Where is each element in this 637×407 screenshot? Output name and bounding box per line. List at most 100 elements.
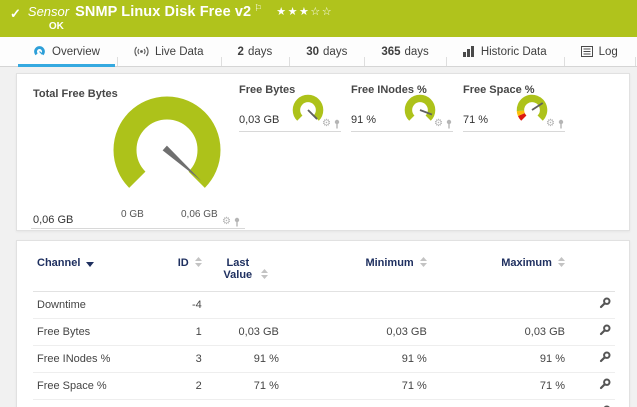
gauge-icon	[33, 45, 46, 58]
channel-maximum: 91 %	[430, 345, 569, 373]
gauge-needle	[162, 145, 202, 181]
table-row-total-free-bytes: Total Free Bytes 0 0,06 GB 0,06 GB 0,06 …	[33, 399, 615, 407]
sort-icon	[194, 257, 202, 267]
gauge-scale-max: 0,06 GB	[181, 209, 218, 220]
channel-name: Free Space %	[33, 372, 167, 400]
channel-minimum: 0,03 GB	[282, 318, 431, 346]
channel-id: 2	[166, 372, 206, 400]
sort-icon	[419, 257, 427, 267]
free-inodes-gauge	[404, 94, 436, 121]
sensor-status-bar: ✓ Sensor SNMP Linux Disk Free v2 ⚐ ★★★☆☆…	[0, 0, 637, 37]
free-inodes-gauge-tile: Free INodes % 91 % ⚙	[351, 82, 453, 132]
column-header-maximum[interactable]: Maximum	[430, 253, 569, 292]
channel-maximum: 0,06 GB	[430, 399, 569, 407]
channel-id: 0	[166, 399, 206, 407]
gear-icon[interactable]: ⚙	[222, 216, 231, 227]
channel-minimum: 91 %	[282, 345, 431, 373]
channel-maximum: 0,03 GB	[430, 318, 569, 346]
flag-icon[interactable]: ⚐	[254, 3, 263, 13]
channel-name: Downtime	[33, 291, 167, 319]
tab-30-days[interactable]: 30 days	[289, 37, 364, 66]
channel-settings-wrench-icon[interactable]	[599, 324, 611, 336]
tab-log[interactable]: Log	[563, 37, 635, 66]
channel-last-value: 71 %	[205, 372, 283, 400]
gauge-value: 0,03 GB	[239, 114, 280, 126]
column-header-channel[interactable]: Channel	[33, 253, 167, 292]
gauges-panel: Total Free Bytes 0 GB 0,06 GB 0,06 GB ⚙ …	[16, 73, 630, 231]
gauge-value: 91 %	[351, 114, 377, 126]
tab-settings[interactable]: ⚙ Settings	[634, 37, 637, 66]
tab-historic-data[interactable]: Historic Data	[445, 37, 564, 66]
channel-name: Total Free Bytes	[33, 399, 167, 407]
tab-2-days[interactable]: 2 days	[220, 37, 290, 66]
sort-icon	[558, 257, 565, 267]
mini-gauge-tiles: Free Bytes 0,03 GB ⚙ Free INodes %	[239, 82, 565, 132]
tab-live-data[interactable]: Live Data	[116, 37, 221, 66]
sort-desc-icon	[86, 262, 95, 267]
gear-icon[interactable]: ⚙	[546, 118, 555, 129]
channel-settings-wrench-icon[interactable]	[599, 378, 611, 390]
channel-last-value	[205, 291, 283, 319]
channel-last-value: 91 %	[205, 345, 283, 373]
channel-id: 3	[166, 345, 206, 373]
channel-name: Free INodes %	[33, 345, 167, 373]
gauge-needle	[531, 102, 544, 111]
free-space-gauge	[516, 94, 548, 121]
live-signal-icon	[134, 46, 149, 57]
column-header-minimum[interactable]: Minimum	[282, 253, 431, 292]
channel-id: 1	[166, 318, 206, 346]
gauge-needle	[307, 109, 318, 120]
table-row-free-space: Free Space % 2 71 % 71 % 71 %	[33, 372, 615, 400]
gauge-value: 0,06 GB	[33, 214, 74, 226]
table-row-free-inodes: Free INodes % 3 91 % 91 % 91 %	[33, 345, 615, 373]
free-bytes-gauge	[292, 94, 324, 121]
channels-table-panel: Channel ID Last Value Minimum	[16, 240, 630, 407]
channel-minimum: 0,06 GB	[282, 399, 431, 407]
channel-last-value: 0,06 GB	[205, 399, 283, 407]
priority-star-rating[interactable]: ★★★☆☆	[276, 6, 334, 18]
channel-id: -4	[166, 291, 206, 319]
total-free-bytes-gauge-tile: Total Free Bytes 0 GB 0,06 GB 0,06 GB ⚙	[29, 80, 245, 230]
channel-settings-wrench-icon[interactable]	[599, 351, 611, 363]
free-space-gauge-tile: Free Space % 71 % ⚙	[463, 82, 565, 132]
column-header-id[interactable]: ID	[166, 253, 206, 292]
table-row-free-bytes: Free Bytes 1 0,03 GB 0,03 GB 0,03 GB	[33, 318, 615, 346]
gauge-scale-min: 0 GB	[121, 209, 144, 220]
tab-365-days[interactable]: 365 days	[364, 37, 445, 66]
pin-icon[interactable]	[333, 119, 341, 129]
channel-maximum: 71 %	[430, 372, 569, 400]
channel-minimum: 71 %	[282, 372, 431, 400]
channels-table: Channel ID Last Value Minimum	[33, 253, 615, 407]
gauge-title: Free Bytes	[239, 84, 296, 96]
free-bytes-gauge-tile: Free Bytes 0,03 GB ⚙	[239, 82, 341, 132]
channel-settings-wrench-icon[interactable]	[599, 297, 611, 309]
gauge-needle	[419, 109, 433, 116]
sensor-tab-bar: Overview Live Data 2 days 30 days 365 da…	[0, 37, 637, 67]
overview-content: Total Free Bytes 0 GB 0,06 GB 0,06 GB ⚙ …	[0, 67, 637, 407]
pin-icon[interactable]	[557, 119, 565, 129]
total-free-bytes-gauge	[113, 96, 221, 188]
column-header-last-value[interactable]: Last Value	[205, 253, 283, 292]
bar-chart-icon	[462, 46, 475, 57]
object-kind-label: Sensor	[27, 4, 70, 19]
check-icon: ✓	[10, 6, 21, 21]
gear-icon[interactable]: ⚙	[322, 118, 331, 129]
tab-overview[interactable]: Overview	[16, 37, 117, 67]
gauge-value: 71 %	[463, 114, 489, 126]
channel-maximum	[430, 291, 569, 319]
tile-divider	[31, 228, 245, 229]
gauge-title: Free INodes %	[351, 84, 427, 96]
pin-icon[interactable]	[445, 119, 453, 129]
column-header-tools	[569, 253, 615, 292]
channel-last-value: 0,03 GB	[205, 318, 283, 346]
status-badge: OK	[48, 21, 64, 32]
pin-icon[interactable]	[233, 217, 241, 227]
sort-icon	[260, 269, 268, 279]
gauge-title: Total Free Bytes	[33, 88, 118, 100]
gauge-title: Free Space %	[463, 84, 535, 96]
channel-name: Free Bytes	[33, 318, 167, 346]
channel-minimum	[282, 291, 431, 319]
page-title: SNMP Linux Disk Free v2	[75, 4, 252, 20]
gear-icon[interactable]: ⚙	[434, 118, 443, 129]
log-list-icon	[580, 46, 593, 57]
